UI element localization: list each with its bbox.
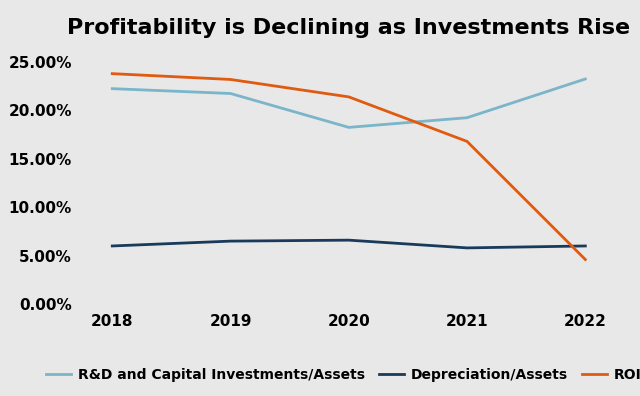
Line: Depreciation/Assets: Depreciation/Assets xyxy=(112,240,586,248)
ROIC xyxy=(345,95,353,99)
R&D and Capital Investments/Assets xyxy=(227,91,234,96)
ROIC xyxy=(108,71,116,76)
Line: R&D and Capital Investments/Assets: R&D and Capital Investments/Assets xyxy=(112,79,586,128)
Depreciation/Assets xyxy=(108,244,116,248)
ROIC xyxy=(463,139,471,144)
R&D and Capital Investments/Assets xyxy=(108,86,116,91)
R&D and Capital Investments/Assets xyxy=(345,125,353,130)
Legend: R&D and Capital Investments/Assets, Depreciation/Assets, ROIC: R&D and Capital Investments/Assets, Depr… xyxy=(40,363,640,388)
Line: ROIC: ROIC xyxy=(112,74,586,259)
R&D and Capital Investments/Assets xyxy=(582,76,589,81)
ROIC xyxy=(227,77,234,82)
R&D and Capital Investments/Assets xyxy=(463,115,471,120)
ROIC xyxy=(582,257,589,262)
Depreciation/Assets xyxy=(463,246,471,250)
Title: Profitability is Declining as Investments Rise: Profitability is Declining as Investment… xyxy=(67,18,630,38)
Depreciation/Assets xyxy=(227,239,234,244)
Depreciation/Assets xyxy=(582,244,589,248)
Depreciation/Assets xyxy=(345,238,353,242)
